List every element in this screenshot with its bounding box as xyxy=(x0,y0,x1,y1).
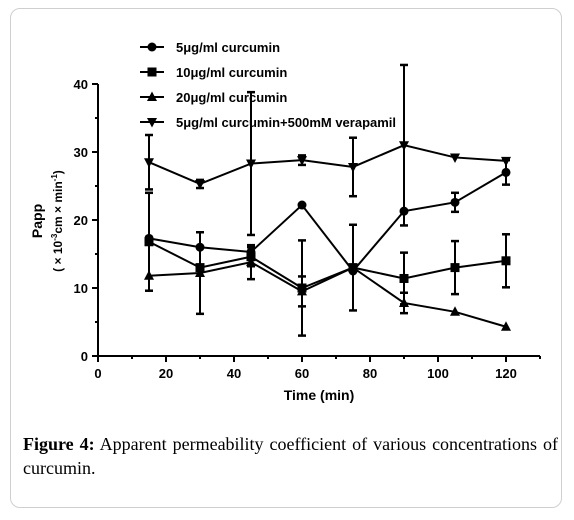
data-point-series-4 xyxy=(144,158,154,168)
x-axis-label: Time (min) xyxy=(284,387,355,403)
x-tick-label: 0 xyxy=(94,366,101,381)
data-point-series-3 xyxy=(246,256,256,267)
x-tick-label: 40 xyxy=(227,366,241,381)
y-axis-label-main: Papp xyxy=(29,204,45,238)
legend-label: 20μg/ml curcumin xyxy=(176,90,287,105)
data-point-series-1 xyxy=(195,242,205,252)
caption-text: Apparent permeability coefficient of var… xyxy=(23,434,558,478)
series-markers xyxy=(144,141,511,331)
series-lines xyxy=(148,144,507,328)
series-line-3 xyxy=(148,261,507,328)
legend: 5μg/ml curcumin 10μg/ml curcumin 20μg/ml c… xyxy=(140,40,396,130)
data-point-series-3 xyxy=(297,285,307,296)
y-tick-label: 30 xyxy=(74,145,88,160)
legend-label: 5μg/ml curcumin xyxy=(176,40,280,55)
data-point-series-3 xyxy=(450,306,460,316)
legend-marker xyxy=(147,91,157,101)
data-point-series-1 xyxy=(450,197,460,207)
legend-label: 10μg/ml curcumin xyxy=(176,65,287,80)
y-units-part-1: ( × 10 xyxy=(51,240,65,271)
data-point-series-3 xyxy=(501,321,511,331)
x-tick-label: 80 xyxy=(363,366,377,381)
caption-label: Figure xyxy=(23,434,74,454)
data-point-series-4 xyxy=(501,156,511,167)
data-point-series-1 xyxy=(501,167,511,177)
data-point-series-3 xyxy=(348,262,358,272)
data-point-series-4 xyxy=(450,153,460,163)
data-point-series-3 xyxy=(144,270,154,280)
data-point-series-1 xyxy=(297,200,307,210)
y-axis-label: Papp ( × 10-3cm × min-1) xyxy=(29,170,65,272)
x-tick-label: 20 xyxy=(159,366,173,381)
caption-number: 4: xyxy=(79,434,95,454)
series-line-4 xyxy=(148,144,507,186)
data-point-series-4 xyxy=(195,179,205,190)
y-axis-label-units: ( × 10-3cm × min-1) xyxy=(50,170,65,272)
data-point-series-2 xyxy=(399,273,409,283)
y-tick-label: 10 xyxy=(74,281,88,296)
figure-caption: Figure 4: Apparent permeability coeffici… xyxy=(23,432,558,480)
figure-frame xyxy=(10,8,562,508)
y-units-part-2: cm × min xyxy=(51,181,65,233)
series-line-1 xyxy=(148,171,507,273)
data-point-series-4 xyxy=(246,159,256,170)
y-tick-label: 20 xyxy=(74,213,88,228)
chart-axes: 0 10 20 30 40 0 20 40 60 80 100 120 xyxy=(74,77,541,381)
y-tick-label: 0 xyxy=(81,349,88,364)
legend-label: 5μg/ml curcumin+500mM verapamil xyxy=(176,115,396,130)
legend-marker xyxy=(147,67,157,77)
x-tick-label: 60 xyxy=(295,366,309,381)
data-point-series-2 xyxy=(144,237,154,247)
data-point-series-3 xyxy=(399,297,409,307)
legend-marker xyxy=(147,42,157,52)
legend-marker xyxy=(147,118,157,128)
data-point-series-4 xyxy=(399,141,409,151)
data-point-series-4 xyxy=(297,156,307,166)
data-point-series-2 xyxy=(450,263,460,273)
y-units-exp-2: -1 xyxy=(50,174,59,182)
data-point-series-4 xyxy=(348,162,358,173)
y-units-part-3: ) xyxy=(51,170,65,174)
y-tick-label: 40 xyxy=(74,77,88,92)
data-point-series-2 xyxy=(501,256,511,266)
series-line-2 xyxy=(148,240,507,290)
x-tick-label: 120 xyxy=(495,366,517,381)
data-point-series-3 xyxy=(195,267,205,278)
x-tick-label: 100 xyxy=(427,366,449,381)
data-point-series-1 xyxy=(399,206,409,216)
y-units-exp-1: -3 xyxy=(50,233,59,241)
